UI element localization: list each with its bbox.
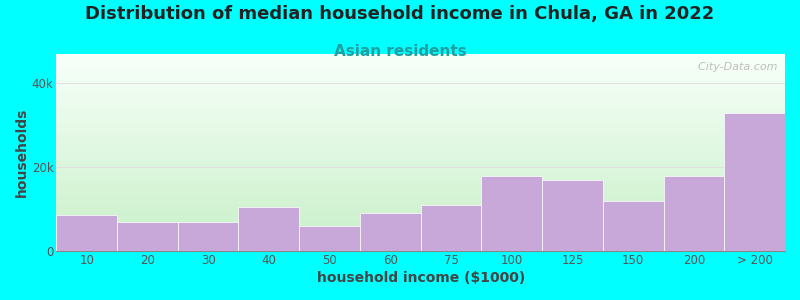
Text: City-Data.com: City-Data.com: [691, 62, 778, 72]
Bar: [178, 222, 238, 251]
Bar: [117, 222, 178, 251]
X-axis label: household income ($1000): household income ($1000): [317, 271, 525, 285]
Text: Distribution of median household income in Chula, GA in 2022: Distribution of median household income …: [86, 4, 714, 22]
Bar: [238, 207, 299, 251]
Bar: [360, 213, 421, 251]
Bar: [299, 226, 360, 251]
Y-axis label: households: households: [15, 108, 29, 197]
Bar: [663, 176, 724, 251]
Text: Asian residents: Asian residents: [334, 44, 466, 59]
Bar: [421, 205, 482, 251]
Bar: [542, 180, 603, 251]
Bar: [603, 201, 663, 251]
Bar: [56, 215, 117, 251]
Bar: [724, 113, 785, 251]
Bar: [482, 176, 542, 251]
